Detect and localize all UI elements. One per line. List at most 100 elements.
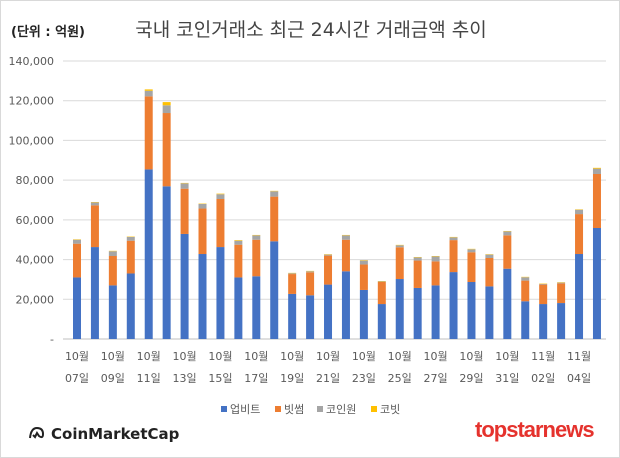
bar-segment xyxy=(467,282,476,339)
bar-segment xyxy=(90,205,99,248)
y-tick-label: 120,000 xyxy=(9,95,55,108)
bar-segment xyxy=(395,279,404,339)
bar-segment xyxy=(359,264,368,290)
bar-segment xyxy=(306,295,315,339)
x-tick-month: 10월 xyxy=(388,350,412,363)
bar-segment xyxy=(592,168,601,174)
bar-segment xyxy=(73,277,81,339)
bar-segment xyxy=(592,173,601,228)
coinmarketcap-icon xyxy=(29,426,45,439)
bar-segment xyxy=(431,256,440,262)
bar-segment xyxy=(341,239,350,272)
bar-segment xyxy=(216,194,225,200)
bar-segment xyxy=(288,293,297,339)
bar-segment xyxy=(270,196,279,242)
bar-segment xyxy=(162,102,171,106)
bar-segment xyxy=(467,249,476,253)
bar-segment xyxy=(126,236,135,241)
x-tick-day: 31일 xyxy=(495,371,519,385)
x-tick-month: 10월 xyxy=(137,350,161,363)
bar-segment xyxy=(198,254,207,339)
bar-segment xyxy=(252,239,261,277)
x-tick-day: 21일 xyxy=(316,371,340,385)
x-tick-day: 29일 xyxy=(459,371,483,385)
bar-segment xyxy=(485,286,494,339)
legend-swatch xyxy=(275,406,281,412)
bar-segment xyxy=(198,203,207,209)
bar-segment xyxy=(180,233,189,339)
bar-segment xyxy=(216,247,225,339)
bar-segment xyxy=(431,261,440,286)
y-tick-label: 140,000 xyxy=(9,55,55,68)
bar-segment xyxy=(144,96,153,170)
bar-segment xyxy=(467,252,476,283)
x-tick-day: 02일 xyxy=(531,371,555,385)
x-tick-day: 15일 xyxy=(208,371,232,385)
bar-segment xyxy=(270,191,279,197)
x-tick-month: 10월 xyxy=(280,350,304,363)
x-tick-day: 25일 xyxy=(388,371,412,385)
bar-segment xyxy=(324,255,333,285)
bar-segment xyxy=(449,237,458,241)
bar-segment xyxy=(324,254,333,256)
bar-segment xyxy=(431,285,440,339)
x-tick-day: 17일 xyxy=(244,371,268,385)
x-tick-month: 10월 xyxy=(173,350,197,363)
bar-segment xyxy=(306,272,315,296)
bar-segment xyxy=(252,276,261,339)
legend-swatch xyxy=(221,406,227,412)
x-tick-day: 07일 xyxy=(65,371,89,385)
x-tick-day: 09일 xyxy=(101,371,125,385)
bar-segment xyxy=(180,183,189,189)
bar-segment xyxy=(270,241,279,339)
x-tick-month: 10월 xyxy=(352,350,376,363)
bar-segment xyxy=(252,235,261,240)
bar-segment xyxy=(90,202,99,206)
x-tick-month: 10월 xyxy=(316,350,340,363)
legend-swatch xyxy=(317,406,323,412)
x-tick-month: 10월 xyxy=(244,350,268,363)
x-tick-day: 11일 xyxy=(137,371,161,385)
bar-segment xyxy=(413,257,422,261)
bar-segment xyxy=(575,214,584,255)
x-tick-day: 13일 xyxy=(173,371,197,385)
bar-segment xyxy=(162,186,171,339)
y-tick-label: 100,000 xyxy=(9,134,55,147)
bar-segment xyxy=(234,244,243,278)
bar-segment xyxy=(485,257,494,287)
x-tick-day: 19일 xyxy=(280,371,304,385)
x-tick-month: 10월 xyxy=(208,350,232,363)
bar-segment xyxy=(341,271,350,339)
bar-segment xyxy=(108,255,117,286)
bar-segment xyxy=(575,254,584,339)
coinmarketcap-text: CoinMarketCap xyxy=(51,425,180,443)
bar-segment xyxy=(503,235,512,269)
legend-label: 업비트 xyxy=(230,403,260,416)
y-tick-label: 80,000 xyxy=(16,174,55,187)
bar-segment xyxy=(126,273,135,339)
bar-segment xyxy=(557,283,566,304)
bar-segment xyxy=(234,240,243,245)
bar-segment xyxy=(144,89,153,91)
bar-segment xyxy=(377,304,386,339)
x-tick-month: 11월 xyxy=(531,350,555,363)
bar-segment xyxy=(324,284,333,339)
bar-segment xyxy=(539,304,548,339)
bar-segment xyxy=(108,285,117,339)
y-tick-label: 40,000 xyxy=(16,254,55,267)
bar-segment xyxy=(592,227,601,339)
bar-segment xyxy=(126,240,135,274)
bar-segment xyxy=(413,287,422,339)
bar-segment xyxy=(73,243,81,278)
bar-segment xyxy=(449,240,458,273)
legend-swatch xyxy=(371,406,377,412)
bar-segment xyxy=(288,274,297,294)
coinmarketcap-logo: CoinMarketCap xyxy=(27,424,179,444)
bar-segment xyxy=(359,289,368,339)
topstarnews-logo: topstarnews xyxy=(475,417,595,442)
bar-segment xyxy=(539,283,548,285)
y-tick-label: - xyxy=(50,333,54,346)
bar-segment xyxy=(503,231,512,236)
bar-segment xyxy=(377,282,386,305)
